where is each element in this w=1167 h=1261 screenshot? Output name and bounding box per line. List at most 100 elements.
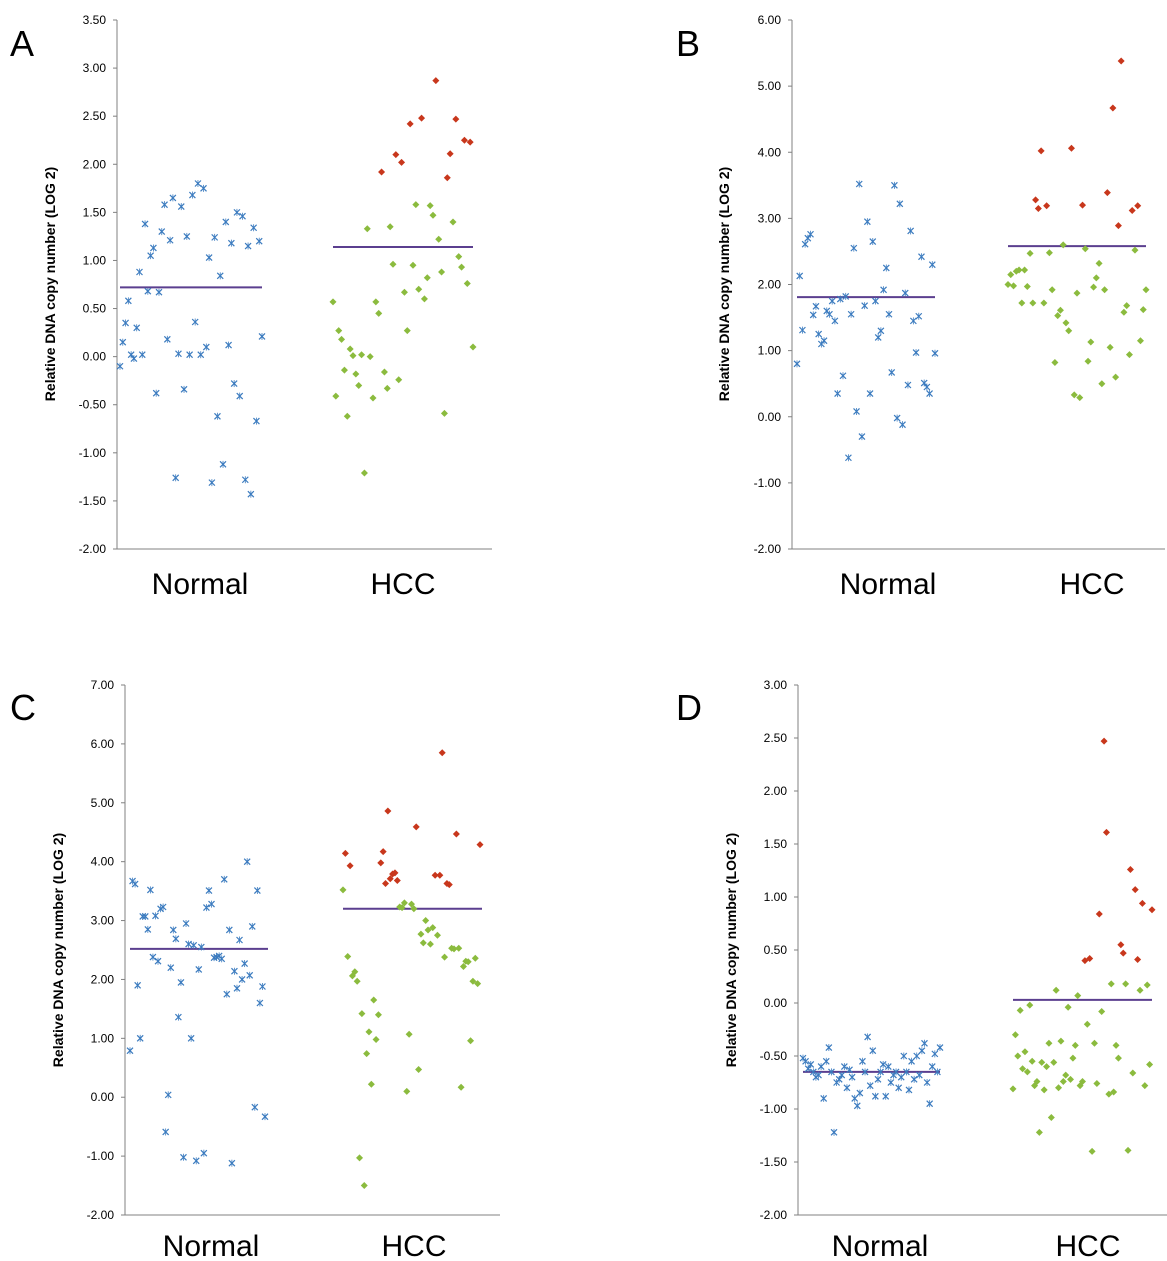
normal-point — [261, 1113, 269, 1121]
normal-point — [126, 1047, 134, 1055]
hcc-point — [1086, 954, 1094, 962]
normal-point — [241, 960, 249, 968]
normal-point — [901, 289, 909, 297]
y-axis-label: Relative DNA copy number (LOG 2) — [716, 167, 732, 401]
normal-point — [175, 350, 182, 358]
normal-point — [166, 236, 174, 244]
normal-point — [893, 414, 901, 422]
hcc-point — [370, 996, 378, 1004]
panel-c: C Relative DNA copy number (LOG 2) Norma… — [0, 0, 560, 1261]
hcc-point — [1092, 274, 1100, 282]
hcc-point — [1112, 1041, 1120, 1049]
normal-point — [910, 1075, 918, 1083]
hcc-point — [408, 900, 415, 908]
normal-point — [258, 332, 266, 340]
y-tick-label: 0.00 — [758, 410, 782, 424]
chart-c: C Relative DNA copy number (LOG 2) Norma… — [10, 678, 500, 1261]
hcc-point — [353, 977, 361, 985]
hcc-point — [1148, 906, 1156, 914]
hcc-point — [1004, 281, 1012, 288]
y-tick-label: 4.00 — [758, 145, 782, 159]
normal-point — [233, 208, 241, 216]
normal-point — [223, 990, 231, 998]
y-tick-label: 0.00 — [83, 350, 107, 364]
hcc-point — [1119, 949, 1127, 957]
hcc-point — [467, 1037, 475, 1045]
hcc-point — [1047, 1113, 1055, 1121]
y-tick-label: 4.00 — [91, 855, 115, 869]
hcc-point — [1084, 357, 1092, 365]
y-tick-label: 0.50 — [764, 943, 788, 957]
hcc-point — [1051, 359, 1059, 367]
hcc-point — [329, 298, 337, 306]
hcc-point — [1122, 980, 1130, 988]
hcc-point — [358, 351, 366, 359]
normal-point — [915, 1071, 923, 1079]
normal-point — [834, 390, 842, 398]
panel-a: A Relative DNA copy number (LOG 2) Norma… — [0, 0, 560, 610]
y-tick-label: 7.00 — [91, 678, 115, 692]
hcc-point — [429, 924, 437, 932]
hcc-point — [1090, 1039, 1098, 1047]
hcc-point — [1071, 1041, 1079, 1049]
hcc-point — [1010, 282, 1018, 290]
category-label-hcc: HCC — [371, 568, 436, 601]
hcc-point — [1112, 373, 1120, 381]
normal-point — [259, 983, 266, 991]
hcc-point — [1067, 1075, 1075, 1083]
normal-point — [815, 330, 823, 338]
hcc-point — [1038, 1058, 1046, 1066]
hcc-point — [419, 939, 427, 947]
normal-point — [230, 380, 238, 388]
hcc-point — [426, 202, 434, 210]
normal-point — [225, 341, 233, 349]
y-tick-label: 2.00 — [83, 157, 107, 171]
normal-point — [844, 454, 852, 462]
hcc-point — [1045, 249, 1053, 257]
normal-point — [909, 317, 917, 325]
normal-point — [861, 1068, 869, 1076]
hcc-point — [1125, 351, 1133, 359]
normal-point — [882, 1092, 890, 1100]
y-tick-label: 1.50 — [83, 205, 107, 219]
normal-point — [251, 1103, 259, 1111]
normal-point — [915, 312, 923, 320]
normal-point — [253, 417, 260, 425]
normal-point — [869, 238, 877, 246]
hcc-point — [405, 1030, 413, 1038]
normal-point — [127, 351, 135, 359]
hcc-point — [378, 168, 386, 176]
normal-point — [119, 338, 127, 346]
hcc-point — [466, 138, 474, 146]
hcc-point — [379, 848, 387, 856]
hcc-point — [1033, 1077, 1041, 1085]
normal-point — [200, 184, 207, 192]
normal-point — [180, 1153, 187, 1161]
hcc-point — [1101, 286, 1109, 294]
hcc-point — [1050, 1058, 1058, 1066]
normal-point — [880, 286, 888, 294]
normal-point — [843, 1084, 851, 1092]
hcc-point — [452, 830, 460, 838]
y-tick-label: 3.00 — [83, 61, 107, 75]
hcc-point — [460, 136, 468, 144]
normal-point — [931, 349, 939, 357]
y-tick-label: 2.00 — [758, 278, 782, 292]
normal-point — [116, 362, 124, 370]
normal-point — [202, 343, 210, 351]
normal-point — [861, 302, 869, 310]
hcc-point — [1062, 319, 1070, 327]
hcc-point — [346, 862, 354, 870]
y-tick-label: 3.00 — [91, 914, 115, 928]
normal-point — [839, 372, 847, 380]
normal-point — [177, 203, 185, 211]
y-axis-label: Relative DNA copy number (LOG 2) — [42, 167, 58, 401]
hcc-point — [1026, 249, 1034, 257]
normal-point — [208, 900, 215, 908]
y-tick-label: 3.00 — [764, 678, 788, 692]
normal-point — [863, 218, 871, 226]
normal-point — [828, 1068, 835, 1076]
hcc-point — [1087, 338, 1095, 346]
normal-point — [169, 926, 177, 934]
normal-point — [926, 390, 934, 398]
